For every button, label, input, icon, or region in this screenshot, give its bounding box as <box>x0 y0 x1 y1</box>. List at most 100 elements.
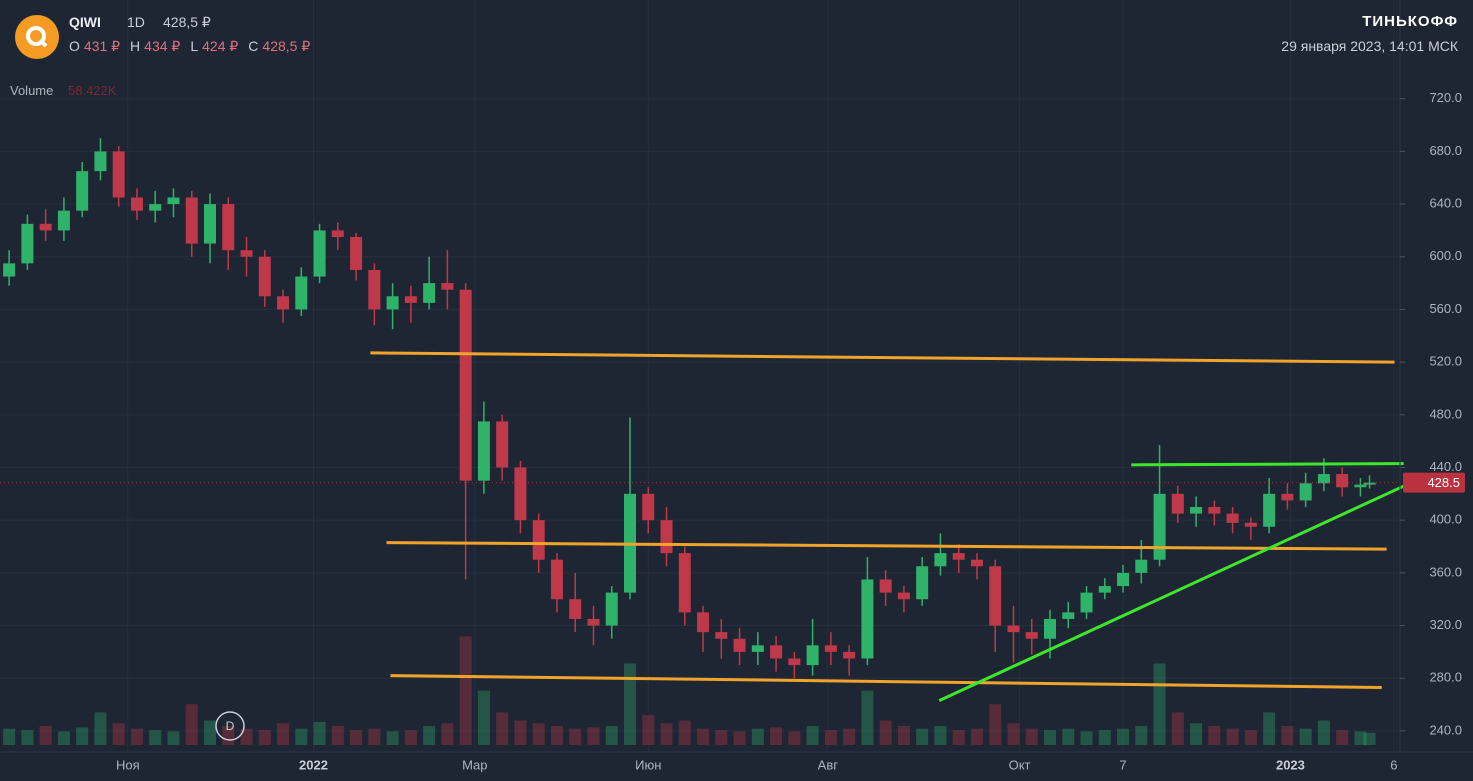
candle-body <box>642 493 655 521</box>
volume-bar <box>3 728 16 745</box>
volume-bar <box>916 728 929 745</box>
candle-body <box>1354 484 1367 488</box>
candle-body <box>1281 493 1294 501</box>
candle-body <box>1062 612 1075 619</box>
ticker: QIWI <box>69 14 101 30</box>
candle-body <box>1244 522 1257 527</box>
volume-bar <box>1208 725 1221 745</box>
y-tick-label: 520.0 <box>1429 354 1462 369</box>
candle-body <box>331 230 344 238</box>
candle-body <box>222 204 235 251</box>
candle-body <box>423 283 436 303</box>
x-tick-label: 6 <box>1390 757 1397 772</box>
candle-body <box>57 210 70 231</box>
y-tick-label: 480.0 <box>1429 406 1462 421</box>
candle-body <box>605 592 618 626</box>
volume-bar <box>697 728 710 745</box>
ohlc-label: O <box>69 38 80 54</box>
dividend-icon[interactable] <box>215 711 245 741</box>
volume-bar <box>550 725 563 745</box>
volume-bar <box>678 720 691 745</box>
volume-value: 58.422K <box>68 83 117 98</box>
volume-bar <box>605 725 618 745</box>
volume-bar <box>806 725 819 745</box>
y-tick-label: 680.0 <box>1429 143 1462 158</box>
candle-body <box>751 645 764 652</box>
volume-bar <box>1117 728 1130 745</box>
volume-bar <box>569 728 582 745</box>
candle-body <box>404 296 417 303</box>
volume-bar <box>952 730 965 745</box>
volume-bar <box>751 728 764 745</box>
candle-body <box>350 237 363 270</box>
candle-body <box>770 645 783 659</box>
candle-body <box>1171 493 1184 514</box>
volume-bar <box>1080 731 1093 745</box>
volume-bar <box>1354 731 1367 745</box>
candle-body <box>277 296 290 310</box>
volume-bar <box>1062 728 1075 745</box>
trend-line <box>386 541 1387 551</box>
volume-bar <box>879 720 892 745</box>
volume-bar <box>1190 723 1203 745</box>
volume-bar <box>1263 712 1276 745</box>
logo <box>15 15 59 59</box>
volume-bar <box>1281 725 1294 745</box>
volume-bar <box>386 731 399 745</box>
candle-body <box>569 599 582 619</box>
volume-bar <box>295 728 308 745</box>
candle-body <box>952 553 965 560</box>
x-tick-label: 2023 <box>1276 757 1305 772</box>
volume-pane <box>3 636 1376 745</box>
candle-body <box>1135 559 1148 573</box>
volume-bar <box>934 725 947 745</box>
ohlc-value: 434 ₽ <box>144 38 181 54</box>
candle-body <box>587 618 600 626</box>
candle-body <box>1363 482 1376 485</box>
volume-bar <box>496 712 509 745</box>
candle-body <box>879 579 892 593</box>
volume-bar <box>1025 728 1038 745</box>
candle-body <box>1299 483 1312 501</box>
volume-bar <box>258 730 271 745</box>
candle-body <box>1025 632 1038 639</box>
y-tick-label: 560.0 <box>1429 301 1462 316</box>
y-tick-label: 360.0 <box>1429 564 1462 579</box>
candle-body <box>21 223 34 264</box>
candle-body <box>970 559 983 567</box>
volume-bar <box>970 728 983 745</box>
candle-body <box>989 566 1002 626</box>
brand: ТИНЬКОФФ <box>1362 13 1458 30</box>
x-tick-label: Окт <box>1009 757 1031 772</box>
candle-body <box>1080 592 1093 613</box>
candle-body <box>1226 513 1239 523</box>
candle-body <box>3 263 16 277</box>
datetime: 29 января 2023, 14:01 МСК <box>1281 38 1458 54</box>
y-tick-label: 440.0 <box>1429 459 1462 474</box>
plot <box>3 138 1411 702</box>
candle-body <box>477 421 490 481</box>
candle-body <box>843 651 856 659</box>
volume-bar <box>770 727 783 745</box>
candle-body <box>660 520 673 554</box>
x-tick-label: Июн <box>635 757 661 772</box>
logo-mark <box>26 26 46 46</box>
volume-bar <box>715 730 728 745</box>
volume-bar <box>149 730 162 745</box>
volume-bar <box>514 720 527 745</box>
volume-bar <box>1044 730 1056 745</box>
price: 428,5 ₽ <box>163 14 211 30</box>
volume-bar <box>660 723 673 745</box>
candle-body <box>1317 474 1330 484</box>
candle-body <box>295 276 308 310</box>
volume-bar <box>350 730 363 745</box>
interval: 1D <box>127 14 145 30</box>
volume-label: Volume <box>10 83 54 98</box>
trend-line <box>390 674 1382 689</box>
candle-body <box>496 421 509 468</box>
volume-bar <box>204 720 216 745</box>
volume-bar <box>1363 732 1376 745</box>
ohlc-value: 428,5 ₽ <box>262 38 311 54</box>
candle-body <box>313 230 326 277</box>
volume-bar <box>532 723 545 745</box>
